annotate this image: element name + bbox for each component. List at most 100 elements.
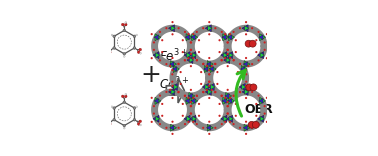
Circle shape <box>224 57 226 59</box>
Polygon shape <box>206 62 211 67</box>
Polygon shape <box>186 97 192 104</box>
Polygon shape <box>209 67 214 71</box>
Circle shape <box>139 48 141 51</box>
Circle shape <box>190 49 192 51</box>
Circle shape <box>171 33 174 35</box>
Circle shape <box>171 21 174 23</box>
Circle shape <box>206 89 208 91</box>
Circle shape <box>216 83 218 85</box>
Circle shape <box>202 63 204 65</box>
Polygon shape <box>171 83 177 90</box>
Circle shape <box>184 31 186 33</box>
Circle shape <box>266 57 268 59</box>
Circle shape <box>251 63 253 65</box>
Circle shape <box>133 118 136 121</box>
Circle shape <box>214 63 216 65</box>
Polygon shape <box>205 85 209 89</box>
Polygon shape <box>187 56 193 64</box>
Circle shape <box>187 57 189 59</box>
Circle shape <box>257 95 260 97</box>
Circle shape <box>108 123 111 125</box>
Polygon shape <box>228 35 232 40</box>
Circle shape <box>239 63 241 65</box>
Circle shape <box>200 71 202 73</box>
Circle shape <box>255 115 257 117</box>
Circle shape <box>184 123 186 125</box>
Polygon shape <box>207 61 213 68</box>
Polygon shape <box>154 35 158 40</box>
Circle shape <box>184 95 186 97</box>
Circle shape <box>208 73 211 75</box>
Circle shape <box>198 51 200 53</box>
Circle shape <box>226 101 229 103</box>
Circle shape <box>107 120 110 123</box>
Polygon shape <box>170 125 174 130</box>
Circle shape <box>208 81 211 83</box>
Polygon shape <box>184 52 190 59</box>
Polygon shape <box>207 124 213 131</box>
Circle shape <box>171 81 174 83</box>
Polygon shape <box>208 89 212 94</box>
Circle shape <box>245 33 247 35</box>
Polygon shape <box>155 97 161 104</box>
Circle shape <box>251 27 253 29</box>
Circle shape <box>196 59 198 61</box>
Polygon shape <box>192 116 197 121</box>
Circle shape <box>171 121 174 123</box>
Circle shape <box>190 112 192 115</box>
Circle shape <box>133 47 136 49</box>
Circle shape <box>153 105 155 107</box>
Polygon shape <box>185 98 189 103</box>
Circle shape <box>246 84 253 91</box>
Circle shape <box>190 41 192 44</box>
Polygon shape <box>224 56 230 64</box>
Polygon shape <box>245 89 249 94</box>
Circle shape <box>266 121 268 123</box>
Circle shape <box>208 69 211 71</box>
Circle shape <box>227 105 229 107</box>
Circle shape <box>107 48 110 51</box>
Polygon shape <box>153 52 159 59</box>
Circle shape <box>202 127 204 129</box>
Circle shape <box>125 93 127 95</box>
Polygon shape <box>260 116 265 121</box>
Circle shape <box>220 59 223 61</box>
Polygon shape <box>259 35 263 40</box>
Polygon shape <box>185 35 189 40</box>
Polygon shape <box>170 61 177 68</box>
Circle shape <box>108 51 111 54</box>
Polygon shape <box>210 66 216 73</box>
Circle shape <box>121 23 124 26</box>
Polygon shape <box>228 34 235 41</box>
Circle shape <box>233 59 235 61</box>
Circle shape <box>150 33 153 35</box>
Polygon shape <box>171 26 175 31</box>
Circle shape <box>139 120 141 123</box>
Polygon shape <box>241 66 247 73</box>
Circle shape <box>113 47 115 49</box>
Polygon shape <box>190 115 196 122</box>
Circle shape <box>165 91 167 93</box>
Polygon shape <box>244 124 250 131</box>
Polygon shape <box>192 34 198 41</box>
Circle shape <box>247 89 249 91</box>
Circle shape <box>171 97 174 99</box>
Circle shape <box>263 112 266 115</box>
Circle shape <box>184 95 186 97</box>
Circle shape <box>245 81 247 83</box>
Circle shape <box>111 106 113 108</box>
Circle shape <box>169 89 171 91</box>
Circle shape <box>208 73 210 75</box>
Circle shape <box>190 101 192 103</box>
Circle shape <box>192 33 194 35</box>
Circle shape <box>263 49 266 51</box>
Polygon shape <box>229 116 233 121</box>
FancyArrowPatch shape <box>236 70 245 116</box>
Circle shape <box>221 59 223 61</box>
Circle shape <box>153 112 155 115</box>
Polygon shape <box>259 98 263 103</box>
Circle shape <box>121 95 124 98</box>
Polygon shape <box>204 66 211 73</box>
Circle shape <box>190 89 192 91</box>
Circle shape <box>263 41 266 44</box>
